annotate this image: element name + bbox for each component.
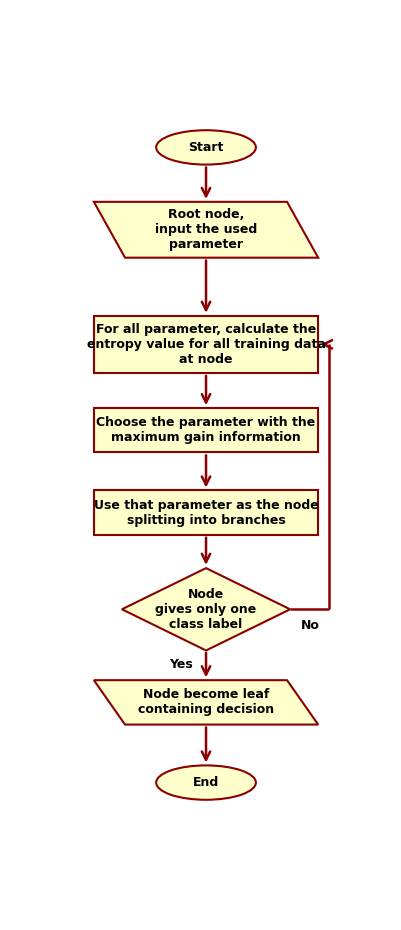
FancyBboxPatch shape <box>94 315 318 373</box>
Ellipse shape <box>156 765 255 800</box>
Text: No: No <box>300 619 319 632</box>
Text: Use that parameter as the node
splitting into branches: Use that parameter as the node splitting… <box>93 498 318 526</box>
Text: Choose the parameter with the
maximum gain information: Choose the parameter with the maximum ga… <box>96 417 315 445</box>
Polygon shape <box>94 202 318 258</box>
Text: Node
gives only one
class label: Node gives only one class label <box>155 588 256 631</box>
Polygon shape <box>122 568 290 650</box>
Text: Start: Start <box>188 141 223 153</box>
Text: Node become leaf
containing decision: Node become leaf containing decision <box>138 688 273 716</box>
Ellipse shape <box>156 130 255 165</box>
Polygon shape <box>94 680 318 724</box>
FancyBboxPatch shape <box>94 490 318 535</box>
Text: End: End <box>192 777 219 789</box>
Text: For all parameter, calculate the
entropy value for all training data
at node: For all parameter, calculate the entropy… <box>86 323 325 365</box>
Text: Yes: Yes <box>169 658 192 671</box>
Text: Root node,
input the used
parameter: Root node, input the used parameter <box>154 208 257 251</box>
FancyBboxPatch shape <box>94 408 318 453</box>
